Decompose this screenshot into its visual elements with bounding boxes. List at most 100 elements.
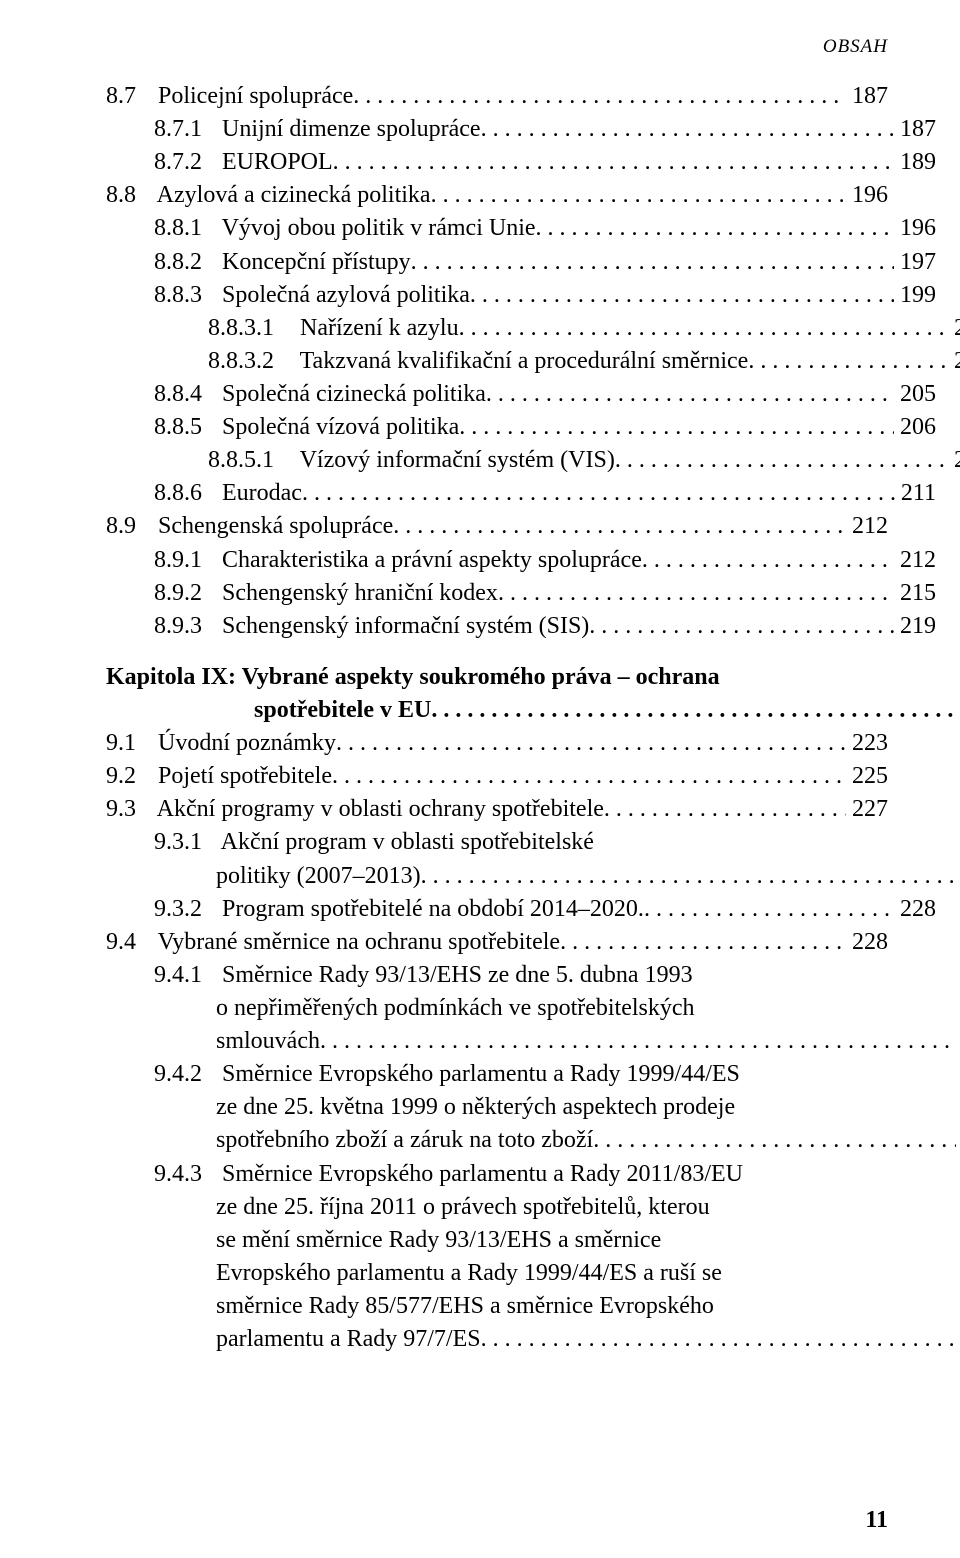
toc-leader: . . . . . . . . . . . . . . . . . . . . … bbox=[604, 793, 846, 826]
toc-entry-wrap: 9.4.1 Směrnice Rady 93/13/EHS ze dne 5. … bbox=[106, 959, 888, 992]
toc-entry-text: Směrnice Evropského parlamentu a Rady 20… bbox=[216, 1161, 743, 1187]
toc-entry-label: 8.8.5.1 Vízový informační systém (VIS) bbox=[208, 444, 615, 477]
toc-entry: 8.8 Azylová a cizinecká politika . . . .… bbox=[106, 179, 888, 212]
toc-entry-text: Eurodac bbox=[216, 480, 302, 506]
toc-entry-page: 212 bbox=[846, 510, 888, 543]
toc-entry-number: 8.8 bbox=[106, 179, 152, 212]
toc-leader: . . . . . . . . . . . . . . . . . . . . … bbox=[536, 212, 894, 245]
toc-entry-page: 228 bbox=[846, 926, 888, 959]
toc-entry: 8.9.1 Charakteristika a právní aspekty s… bbox=[106, 544, 936, 577]
toc-entry-label: 8.7.1 Unijní dimenze spolupráce bbox=[154, 113, 481, 146]
toc-entry-label: 8.8.3 Společná azylová politika bbox=[154, 279, 470, 312]
toc-leader: . . . . . . . . . . . . . . . . . . . . … bbox=[421, 860, 956, 893]
toc-entry-text: Unijní dimenze spolupráce bbox=[216, 116, 481, 142]
toc-entry-text: Společná cizinecká politika bbox=[216, 381, 486, 407]
toc-entry-page: 209 bbox=[948, 444, 960, 477]
toc-entry: 8.8.3 Společná azylová politika . . . . … bbox=[106, 279, 936, 312]
toc-chapter-heading: Kapitola IX: Vybrané aspekty soukromého … bbox=[106, 661, 888, 694]
toc-entry-label: 8.7 Policejní spolupráce bbox=[106, 80, 353, 113]
toc-entry-number: 8.8.5.1 bbox=[208, 444, 294, 477]
toc-entry-text: Policejní spolupráce bbox=[152, 83, 353, 109]
toc-entry-text: Schengenská spolupráce bbox=[152, 513, 393, 539]
toc-entry-label: 9.3.2 Program spotřebitelé na období 201… bbox=[154, 893, 644, 926]
toc-entry-page: 227 bbox=[956, 860, 960, 893]
toc-entry-wrap: Evropského parlamentu a Rady 1999/44/ES … bbox=[106, 1257, 888, 1290]
toc-body: 8.7 Policejní spolupráce . . . . . . . .… bbox=[106, 80, 888, 1356]
toc-entry: parlamentu a Rady 97/7/ES . . . . . . . … bbox=[106, 1323, 960, 1356]
toc-entry-label: 9.2 Pojetí spotřebitele bbox=[106, 760, 332, 793]
toc-entry-wrap: ze dne 25. května 1999 o některých aspek… bbox=[106, 1091, 888, 1124]
toc-entry-text: Směrnice Evropského parlamentu a Rady 19… bbox=[216, 1061, 740, 1087]
toc-entry-number: 9.4.3 bbox=[154, 1158, 216, 1191]
toc-entry: 8.7 Policejní spolupráce . . . . . . . .… bbox=[106, 80, 888, 113]
toc-entry-label: 9.3 Akční programy v oblasti ochrany spo… bbox=[106, 793, 604, 826]
toc-entry-label: 8.8.3.2 Takzvaná kvalifikační a procedur… bbox=[208, 345, 748, 378]
toc-leader: . . . . . . . . . . . . . . . . . . . . … bbox=[431, 694, 960, 727]
toc-entry-page: 201 bbox=[948, 312, 960, 345]
toc-entry-page: 197 bbox=[894, 246, 936, 279]
toc-entry: 9.4 Vybrané směrnice na ochranu spotřebi… bbox=[106, 926, 888, 959]
toc-leader: . . . . . . . . . . . . . . . . . . . . … bbox=[615, 444, 948, 477]
toc-entry: spotřebního zboží a záruk na toto zboží … bbox=[106, 1124, 960, 1157]
toc-entry: 8.8.1 Vývoj obou politik v rámci Unie . … bbox=[106, 212, 936, 245]
toc-leader: . . . . . . . . . . . . . . . . . . . . … bbox=[353, 80, 846, 113]
toc-entry-label: 8.8.6 Eurodac bbox=[154, 477, 302, 510]
toc-entry-text: Vybrané směrnice na ochranu spotřebitele bbox=[152, 929, 560, 955]
toc-entry: 8.9.2 Schengenský hraniční kodex . . . .… bbox=[106, 577, 936, 610]
toc-entry-text: Vízový informační systém (VIS) bbox=[294, 447, 615, 473]
toc-entry-text: spotřebitele v EU bbox=[254, 694, 431, 727]
toc-entry-number: 9.4.2 bbox=[154, 1058, 216, 1091]
toc-leader: . . . . . . . . . . . . . . . . . . . . … bbox=[302, 477, 895, 510]
toc-entry-label: 8.8.3.1 Nařízení k azylu bbox=[208, 312, 459, 345]
toc-entry-text: Nařízení k azylu bbox=[294, 315, 459, 341]
toc-leader: . . . . . . . . . . . . . . . . . . . . … bbox=[336, 727, 846, 760]
toc-entry: 8.7.2 EUROPOL . . . . . . . . . . . . . … bbox=[106, 146, 936, 179]
toc-entry-label: 8.8.5 Společná vízová politika bbox=[154, 411, 459, 444]
toc-leader: . . . . . . . . . . . . . . . . . . . . … bbox=[486, 378, 894, 411]
toc-entry: 8.8.4 Společná cizinecká politika . . . … bbox=[106, 378, 936, 411]
toc-entry-page: 211 bbox=[895, 477, 936, 510]
toc-entry-text: Vývoj obou politik v rámci Unie bbox=[216, 215, 536, 241]
toc-entry-text: spotřebního zboží a záruk na toto zboží bbox=[216, 1124, 593, 1157]
toc-entry-wrap: směrnice Rady 85/577/EHS a směrnice Evro… bbox=[106, 1290, 888, 1323]
toc-entry-number: 9.1 bbox=[106, 727, 152, 760]
running-head: OBSAH bbox=[106, 36, 888, 58]
toc-entry-number: 8.8.5 bbox=[154, 411, 216, 444]
toc-entry-text: Akční program v oblasti spotřebitelské bbox=[216, 829, 594, 855]
toc-entry-page: 225 bbox=[846, 760, 888, 793]
toc-page: OBSAH 8.7 Policejní spolupráce . . . . .… bbox=[0, 0, 960, 1558]
toc-entry-page: 212 bbox=[894, 544, 936, 577]
toc-entry-page: 205 bbox=[894, 378, 936, 411]
toc-entry-label: 8.9 Schengenská spolupráce bbox=[106, 510, 393, 543]
toc-spacer bbox=[106, 643, 888, 661]
toc-entry-number: 9.3.2 bbox=[154, 893, 216, 926]
toc-entry-wrap: o nepřiměřených podmínkách ve spotřebite… bbox=[106, 992, 888, 1025]
toc-entry-number: 9.4 bbox=[106, 926, 152, 959]
toc-entry-page: 227 bbox=[846, 793, 888, 826]
toc-entry-number: 8.8.1 bbox=[154, 212, 216, 245]
toc-entry-number: 8.8.6 bbox=[154, 477, 216, 510]
toc-entry-text: Azylová a cizinecká politika bbox=[152, 182, 431, 208]
toc-leader: . . . . . . . . . . . . . . . . . . . . … bbox=[459, 312, 948, 345]
toc-entry-label: 9.1 Úvodní poznámky bbox=[106, 727, 336, 760]
toc-entry: 9.3.2 Program spotřebitelé na období 201… bbox=[106, 893, 936, 926]
toc-entry-number: 8.9.1 bbox=[154, 544, 216, 577]
toc-entry-number: 9.3.1 bbox=[154, 826, 216, 859]
toc-entry: 8.9 Schengenská spolupráce . . . . . . .… bbox=[106, 510, 888, 543]
toc-leader: . . . . . . . . . . . . . . . . . . . . … bbox=[481, 113, 894, 146]
toc-leader: . . . . . . . . . . . . . . . . . . . . … bbox=[411, 246, 894, 279]
toc-entry-wrap: 9.4.3 Směrnice Evropského parlamentu a R… bbox=[106, 1158, 888, 1191]
toc-entry-number: 8.7.1 bbox=[154, 113, 216, 146]
toc-entry: 9.1 Úvodní poznámky . . . . . . . . . . … bbox=[106, 727, 888, 760]
toc-leader: . . . . . . . . . . . . . . . . . . . . … bbox=[332, 760, 846, 793]
toc-entry: 8.8.2 Koncepční přístupy . . . . . . . .… bbox=[106, 246, 936, 279]
toc-entry-text: smlouvách bbox=[216, 1025, 320, 1058]
toc-entry-page: 223 bbox=[846, 727, 888, 760]
toc-leader: . . . . . . . . . . . . . . . . . . . . … bbox=[320, 1025, 956, 1058]
toc-entry-page: 206 bbox=[894, 411, 936, 444]
toc-entry-page: 189 bbox=[894, 146, 936, 179]
toc-entry-number: 8.9 bbox=[106, 510, 152, 543]
toc-entry: 8.8.5.1 Vízový informační systém (VIS) .… bbox=[106, 444, 960, 477]
toc-entry-text: parlamentu a Rady 97/7/ES bbox=[216, 1323, 481, 1356]
toc-entry-page: 187 bbox=[894, 113, 936, 146]
